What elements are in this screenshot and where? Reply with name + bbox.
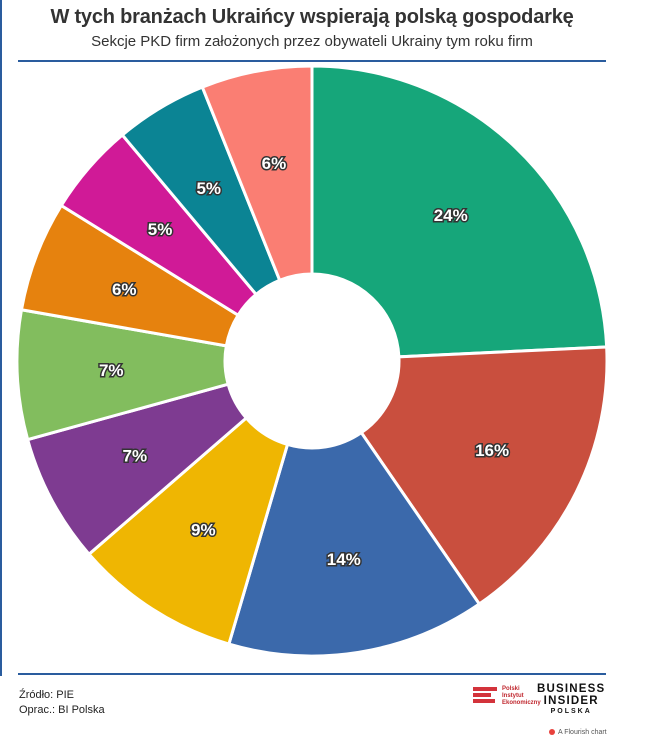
pie-logo-line: Polski: [502, 686, 520, 692]
flourish-credit[interactable]: A Flourish chart: [549, 729, 607, 736]
donut-chart: 24% 16% 14% 9% 7% 7% 6% 5% 5% 6%: [15, 64, 609, 658]
slice-label-8: 5%: [148, 220, 173, 239]
chart-subtitle: Sekcje PKD firm założonych przez obywate…: [91, 33, 533, 50]
slice-label-5: 7%: [123, 446, 148, 465]
donut-labels: 24% 16% 14% 9% 7% 7% 6% 5% 5% 6%: [97, 153, 510, 571]
donut-slice-10[interactable]: [200, 64, 314, 283]
flourish-icon: [549, 729, 555, 736]
pie-logo-icon: [473, 687, 497, 705]
bi-logo-line: INSIDER: [543, 695, 599, 707]
bi-logo-line: POLSKA: [550, 708, 592, 715]
donut-slice-6[interactable]: [15, 308, 230, 442]
left-accent-rule: [0, 0, 2, 676]
slice-label-10: 6%: [262, 154, 287, 173]
donut-slice-4[interactable]: [86, 415, 290, 646]
author-text: Oprac.: BI Polska: [19, 704, 105, 716]
slice-label-4: 9%: [191, 521, 216, 540]
slice-label-3: 14%: [327, 550, 361, 569]
pie-logo-line: Ekonomiczny: [502, 700, 541, 706]
slice-label-2: 16%: [475, 441, 509, 460]
slice-label-7: 6%: [112, 280, 137, 299]
donut-slices: [15, 64, 609, 658]
business-insider-logo: BUSINESS INSIDER POLSKA: [537, 683, 605, 717]
donut-slice-1[interactable]: [310, 64, 609, 359]
pie-logo: Polski Instytut Ekonomiczny: [473, 686, 543, 708]
slice-label-1: 24%: [434, 206, 468, 225]
source-note: Źródło: PIE Oprac.: BI Polska: [19, 688, 105, 718]
donut-slice-5[interactable]: [25, 382, 249, 557]
source-text: Źródło: PIE: [19, 689, 75, 701]
donut-slice-2[interactable]: [359, 345, 609, 607]
bi-logo-line: BUSINESS: [537, 683, 606, 695]
header-divider: [18, 60, 606, 62]
chart-title: W tych branżach Ukraińcy wspierają polsk…: [50, 6, 574, 28]
slice-label-6: 7%: [99, 361, 124, 380]
donut-slice-3[interactable]: [227, 430, 482, 658]
pie-logo-line: Instytut: [502, 693, 524, 699]
slice-label-9: 5%: [196, 179, 221, 198]
footer-divider: [18, 673, 606, 675]
flourish-text: A Flourish chart: [558, 729, 607, 736]
